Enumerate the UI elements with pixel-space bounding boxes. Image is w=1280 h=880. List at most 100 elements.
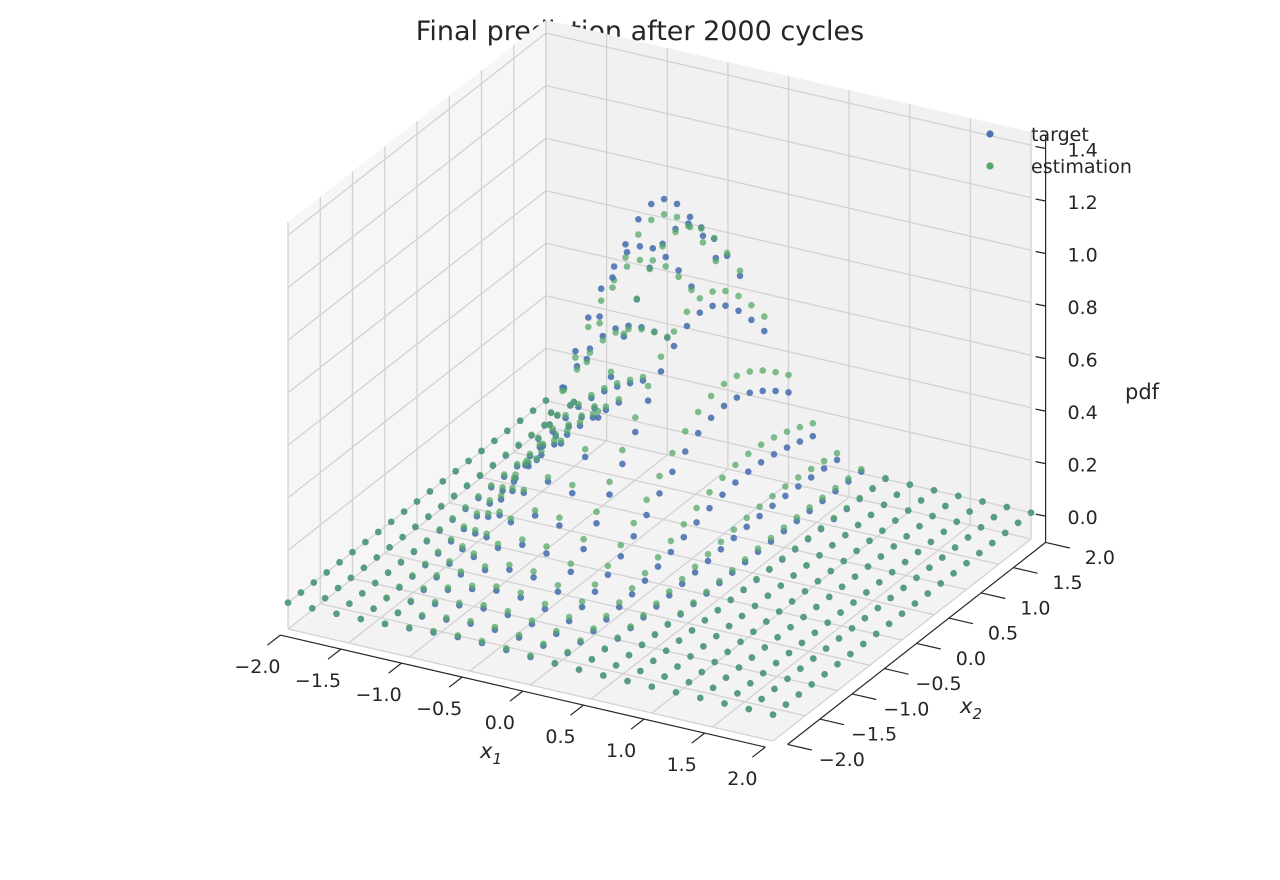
point-estimation bbox=[565, 613, 573, 621]
point-estimation bbox=[567, 560, 575, 567]
x-tick-mark bbox=[630, 718, 645, 730]
point-target bbox=[609, 274, 616, 281]
point-estimation bbox=[297, 589, 305, 596]
point-target bbox=[581, 453, 589, 461]
point-estimation bbox=[867, 511, 875, 519]
point-target bbox=[743, 523, 750, 531]
point-estimation bbox=[450, 492, 458, 499]
point-estimation bbox=[638, 641, 646, 648]
point-estimation bbox=[803, 562, 810, 569]
point-estimation bbox=[360, 564, 368, 571]
point-estimation bbox=[284, 599, 292, 606]
point-estimation bbox=[543, 543, 550, 550]
grid-line-z bbox=[545, 32, 1032, 146]
point-estimation bbox=[436, 526, 444, 533]
point-estimation bbox=[713, 632, 720, 640]
point-estimation bbox=[597, 297, 605, 305]
point-estimation bbox=[748, 301, 755, 309]
point-estimation bbox=[334, 584, 342, 592]
point-estimation bbox=[843, 504, 851, 512]
point-estimation bbox=[685, 222, 692, 230]
point-estimation bbox=[930, 487, 938, 494]
point-estimation bbox=[904, 507, 912, 514]
point-estimation bbox=[503, 644, 510, 652]
grid-lines bbox=[287, 20, 1032, 742]
point-estimation bbox=[494, 540, 502, 548]
point-estimation bbox=[562, 411, 569, 419]
point-estimation bbox=[817, 524, 825, 532]
legend-label-target: target bbox=[1031, 124, 1089, 146]
point-estimation bbox=[603, 612, 610, 620]
point-estimation bbox=[491, 623, 499, 631]
y-tick-mark bbox=[819, 718, 845, 726]
point-estimation bbox=[483, 530, 490, 537]
point-estimation bbox=[845, 475, 852, 482]
point-estimation bbox=[547, 409, 555, 417]
point-estimation bbox=[396, 583, 403, 590]
y-tick-mark bbox=[980, 592, 1006, 600]
point-estimation bbox=[757, 441, 765, 449]
z-tick-label: 0.0 bbox=[1067, 507, 1097, 529]
point-estimation bbox=[493, 583, 500, 590]
point-estimation bbox=[496, 508, 503, 516]
point-estimation bbox=[1014, 519, 1022, 527]
point-estimation bbox=[667, 537, 675, 545]
point-estimation bbox=[657, 353, 665, 361]
point-estimation bbox=[806, 504, 813, 511]
point-estimation bbox=[732, 461, 739, 469]
y-tick-mark bbox=[1013, 567, 1038, 574]
point-estimation bbox=[788, 598, 796, 605]
z-tick-label: 1.0 bbox=[1067, 245, 1097, 267]
point-target bbox=[569, 489, 576, 497]
point-estimation bbox=[729, 566, 736, 574]
point-estimation bbox=[637, 667, 644, 675]
point-estimation bbox=[659, 243, 666, 250]
point-target bbox=[617, 553, 625, 560]
point-estimation bbox=[693, 504, 700, 512]
point-estimation bbox=[410, 547, 418, 555]
point-target bbox=[706, 504, 713, 512]
point-estimation bbox=[554, 581, 562, 589]
point-estimation bbox=[874, 604, 882, 612]
point-estimation bbox=[616, 599, 623, 606]
point-estimation bbox=[830, 514, 838, 522]
point-estimation bbox=[420, 585, 428, 592]
point-estimation bbox=[746, 368, 754, 375]
point-estimation bbox=[683, 308, 691, 316]
point-estimation bbox=[950, 570, 957, 577]
y-axis-label-main: x bbox=[959, 694, 973, 718]
point-estimation bbox=[783, 428, 791, 436]
point-estimation bbox=[850, 599, 857, 606]
grid-line-z bbox=[287, 85, 547, 289]
point-estimation bbox=[632, 414, 639, 421]
point-estimation bbox=[898, 610, 906, 617]
point-estimation bbox=[835, 635, 843, 642]
point-estimation bbox=[737, 638, 744, 646]
point-estimation bbox=[409, 572, 416, 579]
point-estimation bbox=[633, 295, 641, 303]
point-estimation bbox=[1027, 509, 1035, 516]
point-target bbox=[719, 491, 726, 499]
point-estimation bbox=[838, 583, 846, 591]
point-estimation bbox=[747, 680, 754, 687]
point-estimation bbox=[625, 651, 633, 659]
point-estimation bbox=[578, 412, 585, 419]
x-tick-mark bbox=[691, 732, 705, 744]
point-target bbox=[506, 566, 513, 573]
point-estimation bbox=[346, 600, 353, 607]
point-estimation bbox=[381, 620, 389, 627]
point-estimation bbox=[488, 482, 495, 489]
point-estimation bbox=[710, 234, 718, 242]
x-tick-label: −1.5 bbox=[295, 670, 341, 692]
point-estimation bbox=[310, 579, 318, 586]
point-estimation bbox=[782, 701, 790, 708]
point-target bbox=[717, 546, 725, 553]
point-target bbox=[662, 253, 669, 261]
point-estimation bbox=[675, 637, 683, 644]
point-estimation bbox=[422, 560, 429, 568]
point-estimation bbox=[740, 586, 747, 593]
point-estimation bbox=[563, 427, 571, 435]
point-estimation bbox=[551, 659, 559, 667]
point-estimation bbox=[528, 617, 536, 624]
